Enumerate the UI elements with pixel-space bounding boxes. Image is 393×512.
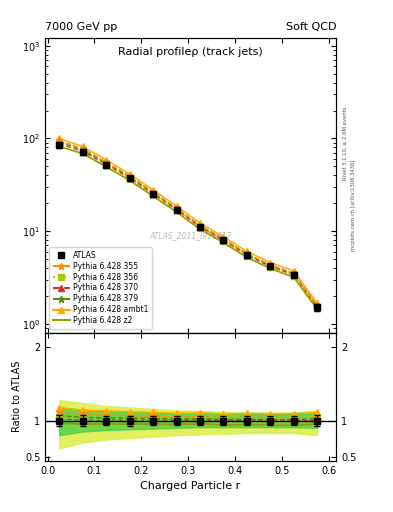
Text: ATLAS_2011_I919017: ATLAS_2011_I919017 — [149, 231, 232, 240]
Text: 7000 GeV pp: 7000 GeV pp — [45, 22, 118, 32]
Y-axis label: Ratio to ATLAS: Ratio to ATLAS — [12, 361, 22, 433]
Legend: ATLAS, Pythia 6.428 355, Pythia 6.428 356, Pythia 6.428 370, Pythia 6.428 379, P: ATLAS, Pythia 6.428 355, Pythia 6.428 35… — [49, 247, 152, 329]
Text: mcplots.cern.ch [arXiv:1306.3436]: mcplots.cern.ch [arXiv:1306.3436] — [351, 159, 356, 250]
Text: Radial profileρ (track jets): Radial profileρ (track jets) — [118, 47, 263, 57]
Text: Rivet 3.1.10, ≥ 2.6M events: Rivet 3.1.10, ≥ 2.6M events — [343, 106, 348, 180]
X-axis label: Charged Particle r: Charged Particle r — [140, 481, 241, 491]
Text: Soft QCD: Soft QCD — [286, 22, 336, 32]
